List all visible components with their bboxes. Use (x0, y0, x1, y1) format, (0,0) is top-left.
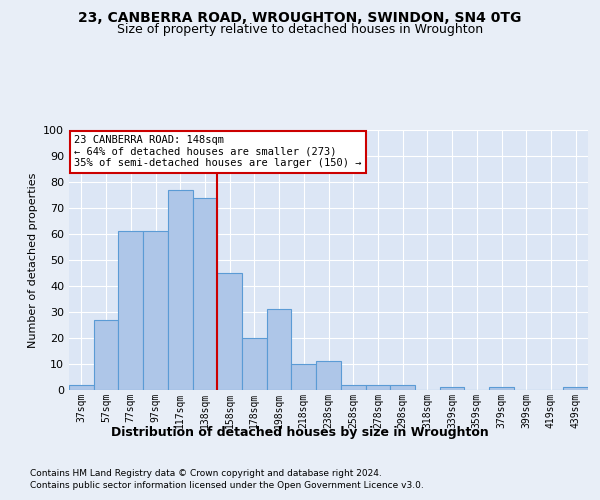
Bar (292, 364, 316, 390)
Bar (168, 190, 193, 390)
Bar (69, 385, 94, 390)
Text: Contains public sector information licensed under the Open Government Licence v3: Contains public sector information licen… (30, 480, 424, 490)
Bar (390, 385, 415, 390)
Bar (489, 388, 514, 390)
Text: Contains HM Land Registry data © Crown copyright and database right 2024.: Contains HM Land Registry data © Crown c… (30, 470, 382, 478)
Bar (94, 320, 118, 390)
Bar (365, 385, 390, 390)
Bar (267, 310, 292, 390)
Bar (316, 362, 341, 390)
Bar (440, 388, 464, 390)
Text: Distribution of detached houses by size in Wroughton: Distribution of detached houses by size … (111, 426, 489, 439)
Text: Size of property relative to detached houses in Wroughton: Size of property relative to detached ho… (117, 22, 483, 36)
Bar (563, 388, 588, 390)
Text: 23, CANBERRA ROAD, WROUGHTON, SWINDON, SN4 0TG: 23, CANBERRA ROAD, WROUGHTON, SWINDON, S… (79, 11, 521, 25)
Bar (341, 385, 365, 390)
Y-axis label: Number of detached properties: Number of detached properties (28, 172, 38, 348)
Text: 23 CANBERRA ROAD: 148sqm
← 64% of detached houses are smaller (273)
35% of semi-: 23 CANBERRA ROAD: 148sqm ← 64% of detach… (74, 135, 362, 168)
Bar (217, 273, 242, 390)
Bar (193, 198, 217, 390)
Bar (118, 232, 143, 390)
Bar (242, 338, 267, 390)
Bar (143, 232, 168, 390)
